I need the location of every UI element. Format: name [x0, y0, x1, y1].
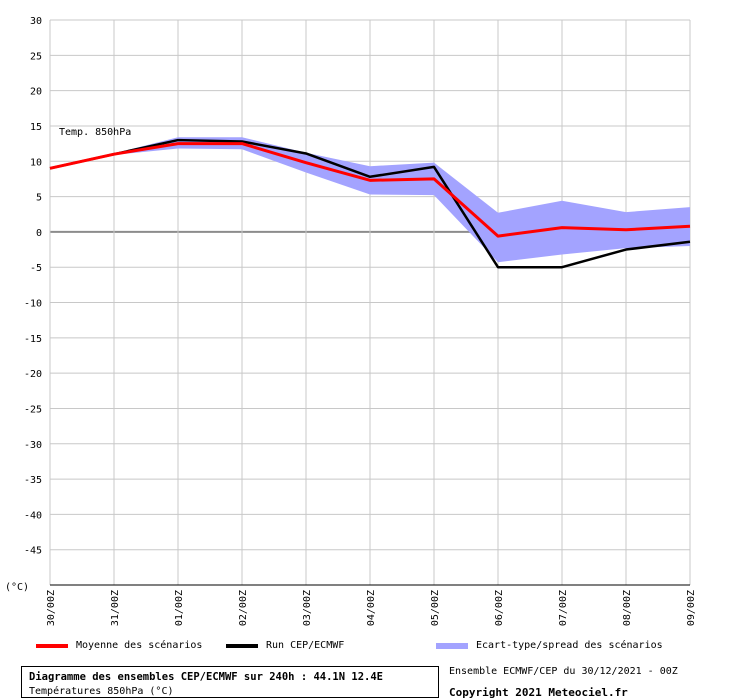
y-tick-label: -45	[24, 546, 42, 557]
axis-labels-layer: 30 25 20 15 10 5 0 -5 -10 -15 -20 -25 -30 -35 -40 -45 30…	[24, 16, 697, 626]
y-tick-label: -15	[24, 334, 42, 345]
y-tick-label: 30	[30, 16, 42, 27]
copyright-text: Copyright 2021 Meteociel.fr	[449, 686, 628, 699]
x-tick-label: 03/00Z	[302, 590, 313, 626]
unit-label: (°C)	[5, 582, 29, 593]
y-tick-label: -10	[24, 299, 42, 310]
y-tick-label: 15	[30, 122, 42, 133]
y-tick-label: -40	[24, 510, 42, 521]
mean-series-line	[49, 142, 691, 238]
legend-item-spread: Ecart-type/spread des scénarios	[436, 640, 663, 651]
x-tick-label: 07/00Z	[558, 590, 569, 626]
legend-label-mean: Moyenne des scénarios	[76, 640, 203, 651]
y-tick-label: -30	[24, 440, 42, 451]
y-tick-label: -35	[24, 475, 42, 486]
x-tick-label: 02/00Z	[238, 590, 249, 626]
legend-swatch-mean	[36, 643, 68, 648]
y-tick-label: -5	[30, 263, 42, 274]
legend-item-mean: Moyenne des scénarios	[36, 640, 202, 651]
ensemble-chart: 30 25 20 15 10 5 0 -5 -10 -15 -20 -25 -30 -35 -40 -45 30…	[5, 16, 697, 626]
y-tick-label: 25	[30, 51, 42, 62]
y-tick-label: 10	[30, 157, 42, 168]
chart-grid	[49, 19, 691, 586]
x-tick-label: 08/00Z	[622, 590, 633, 626]
legend-item-run: Run CEP/ECMWF	[226, 640, 344, 651]
legend-label-run: Run CEP/ECMWF	[266, 640, 345, 651]
legend-label-spread: Ecart-type/spread des scénarios	[476, 640, 663, 651]
x-tick-label: 06/00Z	[494, 590, 505, 626]
x-tick-label: 30/00Z	[46, 590, 57, 626]
y-tick-label: 20	[30, 87, 42, 98]
legend-swatch-run	[226, 643, 258, 648]
chart-annotation: Temp. 850hPa	[59, 127, 131, 138]
x-tick-label: 05/00Z	[430, 590, 441, 626]
legend-swatch-spread	[436, 642, 468, 649]
ensemble-info: Ensemble ECMWF/CEP du 30/12/2021 - 00Z	[449, 666, 678, 677]
y-tick-label: 5	[36, 193, 42, 204]
run-series-line	[49, 138, 691, 269]
y-tick-label: -20	[24, 369, 42, 380]
y-tick-label: -25	[24, 404, 42, 415]
series-layer	[49, 138, 691, 269]
footer-title-box: Diagramme des ensembles CEP/ECMWF sur 24…	[21, 666, 439, 698]
footer-subtitle: Températures 850hPa (°C)	[29, 686, 174, 697]
footer-title: Diagramme des ensembles CEP/ECMWF sur 24…	[29, 671, 384, 683]
x-tick-label: 31/00Z	[110, 590, 121, 626]
x-tick-label: 04/00Z	[366, 590, 377, 626]
y-tick-label: 0	[36, 228, 42, 239]
x-tick-label: 09/00Z	[686, 590, 697, 626]
x-tick-label: 01/00Z	[174, 590, 185, 626]
